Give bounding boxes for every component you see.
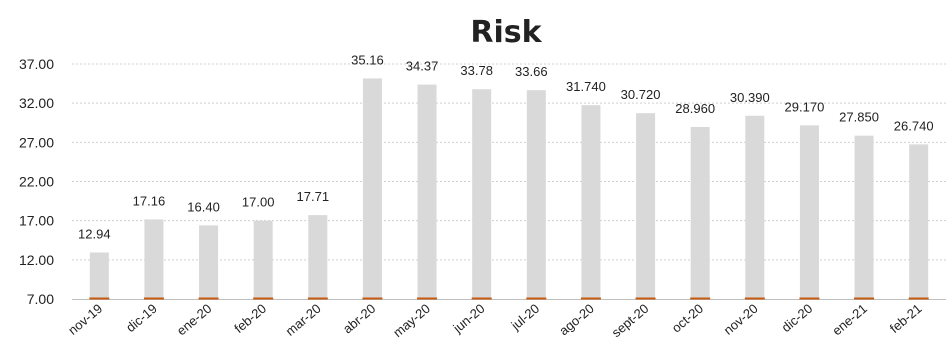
data-label-ago-20: 31.740 xyxy=(566,79,606,94)
data-label-nov-20: 30.390 xyxy=(730,90,770,105)
x-tick-label-ago-20: ago-20 xyxy=(556,301,597,339)
y-tick-label: 22.00 xyxy=(19,174,54,190)
bar-sept-20 xyxy=(636,113,656,300)
y-tick-label: 7.00 xyxy=(27,291,54,307)
x-tick-label-oct-20: oct-20 xyxy=(669,301,706,336)
bar-dic-19 xyxy=(144,219,164,299)
x-tick-label-dic-20: dic-20 xyxy=(779,301,816,335)
bar-may-20 xyxy=(417,84,437,299)
data-label-dic-20: 29.170 xyxy=(785,99,825,114)
x-tick-label-nov-19: nov-19 xyxy=(65,301,105,338)
bar-dic-20 xyxy=(799,125,819,300)
bar-feb-21 xyxy=(909,144,929,299)
x-tick-label-ene-20: ene-20 xyxy=(174,301,215,339)
y-tick-label: 12.00 xyxy=(19,252,54,268)
data-label-oct-20: 28.960 xyxy=(675,101,715,116)
data-label-jun-20: 33.78 xyxy=(460,63,493,78)
bar-nov-20 xyxy=(745,115,765,299)
data-label-dic-19: 17.16 xyxy=(133,193,166,208)
y-tick-label: 37.00 xyxy=(19,56,54,72)
x-tick-label-feb-21: feb-21 xyxy=(887,301,925,336)
data-label-nov-19: 12.94 xyxy=(78,226,111,241)
bars xyxy=(89,78,929,300)
data-label-mar-20: 17.71 xyxy=(297,189,330,204)
x-tick-label-mar-20: mar-20 xyxy=(283,301,324,339)
x-tick-label-may-20: may-20 xyxy=(390,301,433,340)
x-tick-label-nov-20: nov-20 xyxy=(721,301,761,338)
x-tick-label-sept-20: sept-20 xyxy=(609,301,652,340)
data-labels: 12.94 17.16 16.40 17.00 17.71 35.16 34.37 33.78… xyxy=(78,52,934,241)
bar-mar-20 xyxy=(308,215,328,299)
bar-oct-20 xyxy=(690,126,710,299)
bar-feb-20 xyxy=(253,220,273,299)
x-tick-label-feb-20: feb-20 xyxy=(231,301,269,336)
data-label-feb-20: 17.00 xyxy=(242,195,275,210)
y-tick-label: 27.00 xyxy=(19,134,54,150)
x-tick-label-abr-20: abr-20 xyxy=(340,301,378,337)
bar-jul-20 xyxy=(526,90,546,299)
data-label-jul-20: 33.66 xyxy=(515,64,548,79)
chart-title: Risk xyxy=(470,15,542,50)
bar-ene-20 xyxy=(199,225,219,299)
data-label-may-20: 34.37 xyxy=(406,59,439,74)
bar-abr-20 xyxy=(362,78,382,299)
bar-jun-20 xyxy=(472,89,492,300)
data-label-sept-20: 30.720 xyxy=(621,87,661,102)
x-tick-label-ene-21: ene-21 xyxy=(829,301,870,339)
bar-nov-19 xyxy=(89,252,109,299)
x-tick-label-jul-20: jul-20 xyxy=(507,301,542,334)
x-tick-label-jun-20: jun-20 xyxy=(450,301,488,336)
x-axis: nov-19 dic-19 ene-20 feb-20 mar-20 abr-20 may-… xyxy=(65,301,924,340)
bar-ago-20 xyxy=(581,105,601,299)
data-label-ene-20: 16.40 xyxy=(187,199,220,214)
data-label-feb-21: 26.740 xyxy=(894,118,934,133)
y-axis: 37.00 32.00 27.00 22.00 17.00 12.00 7.00 xyxy=(19,56,54,307)
y-tick-label: 17.00 xyxy=(19,213,54,229)
data-label-ene-21: 27.850 xyxy=(839,110,879,125)
y-tick-label: 32.00 xyxy=(19,95,54,111)
data-label-abr-20: 35.16 xyxy=(351,52,384,67)
bar-ene-21 xyxy=(854,135,874,299)
x-tick-label-dic-19: dic-19 xyxy=(123,301,160,335)
